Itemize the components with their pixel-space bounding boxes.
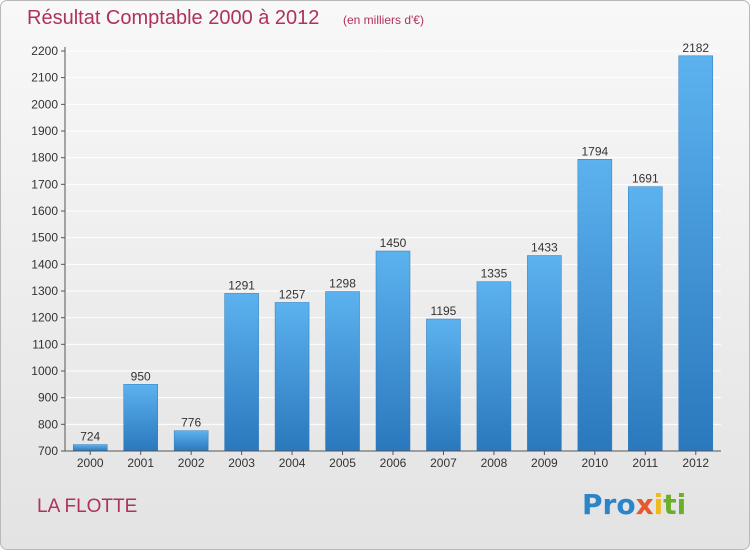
data-label: 950 (131, 369, 151, 383)
y-tick-label: 1500 (31, 231, 58, 245)
commune-name: LA FLOTTE (37, 496, 138, 517)
y-tick-label: 1100 (32, 337, 58, 351)
y-tick-label: 1000 (31, 364, 58, 378)
data-label: 776 (181, 416, 201, 430)
y-tick-label: 1900 (31, 124, 58, 138)
y-tick-label: 800 (38, 417, 58, 431)
bar (476, 281, 512, 452)
logo-part-4: ti (663, 488, 687, 521)
chart-title: Résultat Comptable 2000 à 2012 (27, 7, 320, 29)
bar (325, 291, 360, 452)
logo-part-2: x (635, 488, 654, 521)
y-tick-label: 1300 (31, 284, 58, 298)
bar (375, 250, 411, 452)
data-label: 1257 (279, 287, 306, 301)
data-label: 1291 (228, 278, 255, 292)
data-label: 1450 (380, 236, 407, 250)
y-tick-label: 700 (38, 444, 58, 458)
data-label: 1794 (581, 144, 608, 158)
x-tick-label: 2003 (228, 456, 255, 470)
data-label: 1195 (431, 304, 457, 318)
x-tick-label: 2007 (430, 456, 457, 470)
x-tick-label: 2009 (531, 456, 558, 470)
y-tick-label: 1200 (31, 311, 58, 325)
x-tick-label: 2004 (279, 456, 306, 470)
x-tick-label: 2010 (581, 456, 608, 470)
y-tick-label: 900 (38, 391, 58, 405)
data-label: 1298 (329, 277, 356, 291)
axes (61, 47, 721, 455)
bar (527, 255, 562, 452)
bar (678, 55, 714, 452)
y-tick-label: 2000 (31, 97, 58, 111)
bar (577, 159, 613, 452)
data-label: 1691 (632, 172, 659, 186)
x-tick-label: 2011 (632, 456, 658, 470)
y-tick-label: 1800 (31, 151, 58, 165)
x-tick-label: 2002 (178, 456, 205, 470)
data-label: 2182 (682, 41, 709, 55)
y-tick-label: 2100 (31, 71, 58, 85)
bar (224, 293, 259, 452)
data-label: 724 (80, 430, 100, 444)
bar (426, 318, 461, 452)
x-tick-label: 2005 (329, 456, 356, 470)
x-tick-label: 2001 (127, 456, 154, 470)
x-tick-label: 2012 (682, 456, 709, 470)
bars (72, 55, 714, 452)
data-label: 1335 (481, 267, 508, 281)
proxiti-logo[interactable]: Proxiti (582, 488, 686, 521)
bar (123, 384, 158, 452)
x-tick-label: 2006 (380, 456, 407, 470)
x-tick-label: 2008 (481, 456, 508, 470)
logo-part-1: Pro (582, 488, 636, 521)
y-tick-label: 1600 (31, 204, 58, 218)
logo-part-3: i (653, 488, 664, 521)
data-label: 1433 (531, 241, 558, 255)
y-tick-label: 1700 (31, 177, 58, 191)
bar (173, 430, 209, 452)
chart-unit: (en milliers d'€) (343, 13, 424, 27)
y-tick-label: 2200 (31, 44, 58, 58)
bar (274, 302, 310, 452)
y-tick-label: 1400 (31, 257, 58, 271)
bar (628, 186, 663, 452)
bar (72, 444, 108, 452)
x-tick-label: 2000 (77, 456, 104, 470)
labels: 700 800 900 1000 1100 1200 1300 1400 1500 1600 170… (31, 41, 709, 470)
